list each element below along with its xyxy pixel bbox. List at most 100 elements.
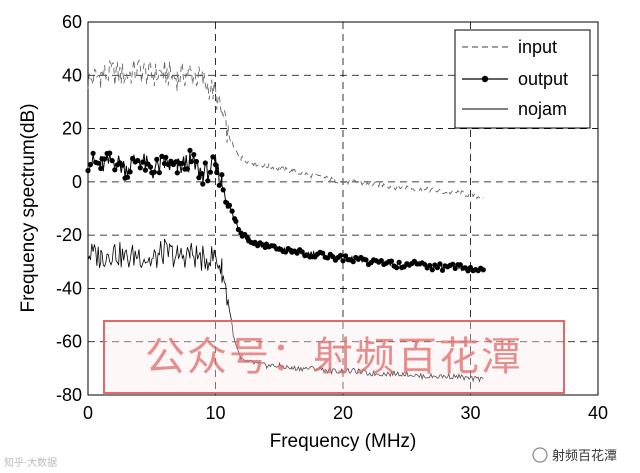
series-output-point-204 bbox=[325, 255, 331, 261]
series-output-point-254 bbox=[388, 258, 395, 264]
y-tick-label-4: 0 bbox=[72, 172, 82, 192]
series-output-point-74 bbox=[174, 170, 180, 176]
watermark-box bbox=[103, 320, 565, 394]
series-output-point-234 bbox=[363, 257, 369, 263]
x-tick-labels: 0 10 20 30 40 bbox=[83, 403, 608, 423]
series-output-point-28 bbox=[119, 162, 125, 168]
series-output-point-54 bbox=[151, 169, 157, 175]
watermark-text: 公众号：射频百花潭 bbox=[145, 334, 523, 380]
series-output-point-14 bbox=[102, 156, 108, 162]
series-output-point-94 bbox=[198, 171, 205, 177]
series-output-point-40 bbox=[135, 157, 141, 164]
series-output-point-102 bbox=[207, 169, 213, 175]
series-output-point-2 bbox=[87, 161, 94, 168]
series-output-point-58 bbox=[156, 170, 162, 176]
wechat-icon bbox=[532, 447, 548, 463]
corner-right-badge: 射频百花潭 bbox=[532, 447, 617, 464]
y-tick-label-0: -80 bbox=[56, 385, 82, 405]
series-output-point-92 bbox=[196, 175, 202, 181]
series-output-point-294 bbox=[439, 267, 446, 273]
series-output-point-200 bbox=[320, 250, 326, 256]
series-output-point-56 bbox=[154, 156, 160, 162]
series-output-point-326 bbox=[480, 267, 486, 273]
series-output-point-20 bbox=[109, 158, 115, 164]
x-tick-label-2: 20 bbox=[333, 403, 353, 423]
series-output-point-4 bbox=[90, 150, 96, 156]
series-output-point-112 bbox=[219, 172, 225, 178]
series-layer bbox=[85, 59, 486, 383]
legend-output-label: output bbox=[518, 69, 568, 89]
y-tick-label-1: -60 bbox=[56, 332, 82, 352]
series-output-point-286 bbox=[429, 267, 435, 273]
series-output-point-44 bbox=[140, 159, 146, 165]
series-output-point-128 bbox=[235, 226, 241, 233]
y-tick-label-3: -20 bbox=[56, 225, 82, 245]
series-output-point-122 bbox=[229, 208, 235, 214]
series-output-point-284 bbox=[427, 262, 433, 269]
series-output-point-184 bbox=[299, 249, 305, 255]
series-output-point-86 bbox=[188, 159, 194, 165]
y-tick-label-6: 40 bbox=[62, 65, 82, 85]
y-tick-labels: -80 -60 -40 -20 0 20 40 60 bbox=[56, 12, 82, 405]
series-output-point-224 bbox=[350, 259, 356, 265]
x-tick-label-3: 30 bbox=[460, 403, 480, 423]
y-axis-label: Frequency spectrum(dB) bbox=[18, 103, 39, 312]
series-output-point-82 bbox=[184, 166, 190, 172]
series-output-point-84 bbox=[187, 147, 193, 153]
series-output-point-302 bbox=[450, 261, 456, 267]
series-output-point-42 bbox=[137, 165, 143, 171]
legend-input-label: input bbox=[518, 37, 557, 57]
series-output-point-22 bbox=[112, 167, 118, 173]
series-output-point-110 bbox=[216, 182, 222, 188]
series-output-point-0 bbox=[85, 168, 91, 174]
series-output-point-60 bbox=[159, 153, 165, 159]
series-output-point-104 bbox=[210, 154, 216, 160]
watermark: 公众号：射频百花潭 bbox=[103, 320, 565, 394]
series-output-point-90 bbox=[193, 158, 199, 165]
series-output-point-120 bbox=[226, 202, 233, 208]
series-output-point-64 bbox=[163, 154, 169, 160]
corner-left-text: 知乎·大数据 bbox=[4, 456, 57, 469]
series-output-point-260 bbox=[396, 259, 402, 265]
x-tick-label-4: 40 bbox=[588, 403, 608, 423]
series-output-point-114 bbox=[220, 187, 226, 193]
y-tick-label-5: 20 bbox=[62, 119, 82, 139]
series-output-point-280 bbox=[422, 261, 428, 267]
series-output-point-96 bbox=[200, 181, 206, 187]
x-axis-label: Frequency (MHz) bbox=[270, 431, 417, 452]
x-tick-label-0: 0 bbox=[83, 403, 93, 423]
series-output-point-50 bbox=[147, 164, 154, 170]
series-output-point-8 bbox=[95, 160, 101, 166]
corner-right-text: 射频百花潭 bbox=[552, 448, 617, 464]
y-tick-label-2: -40 bbox=[56, 278, 82, 298]
x-tick-label-1: 10 bbox=[205, 403, 225, 423]
series-output-point-108 bbox=[214, 169, 220, 176]
series-output-point-32 bbox=[124, 174, 131, 180]
series-output-point-46 bbox=[142, 167, 148, 173]
series-output-point-116 bbox=[223, 199, 229, 205]
series-output-point-34 bbox=[127, 169, 133, 175]
series-output-point-292 bbox=[437, 261, 443, 267]
series-output-point-106 bbox=[212, 162, 219, 168]
series-output-point-78 bbox=[179, 160, 185, 166]
series-output-point-100 bbox=[205, 178, 211, 184]
series-output-point-88 bbox=[191, 152, 197, 158]
series-input-line bbox=[87, 59, 484, 201]
legend-output-marker bbox=[481, 75, 489, 83]
series-output-point-208 bbox=[330, 254, 336, 260]
series-output-point-10 bbox=[98, 165, 104, 172]
series-output-point-18 bbox=[107, 150, 113, 156]
series-output-point-246 bbox=[378, 258, 384, 264]
series-output-point-214 bbox=[337, 252, 344, 259]
series-output-point-216 bbox=[340, 258, 346, 264]
series-output-point-218 bbox=[343, 253, 349, 259]
series-output-point-98 bbox=[202, 160, 208, 166]
legend-nojam-label: nojam bbox=[518, 99, 567, 119]
series-nojam-line bbox=[87, 238, 484, 383]
series-output-point-126 bbox=[233, 218, 239, 224]
legend: input output nojam bbox=[454, 29, 591, 129]
series-output-point-304 bbox=[452, 265, 458, 271]
series-output-point-258 bbox=[394, 265, 400, 271]
y-tick-label-7: 60 bbox=[62, 12, 82, 32]
